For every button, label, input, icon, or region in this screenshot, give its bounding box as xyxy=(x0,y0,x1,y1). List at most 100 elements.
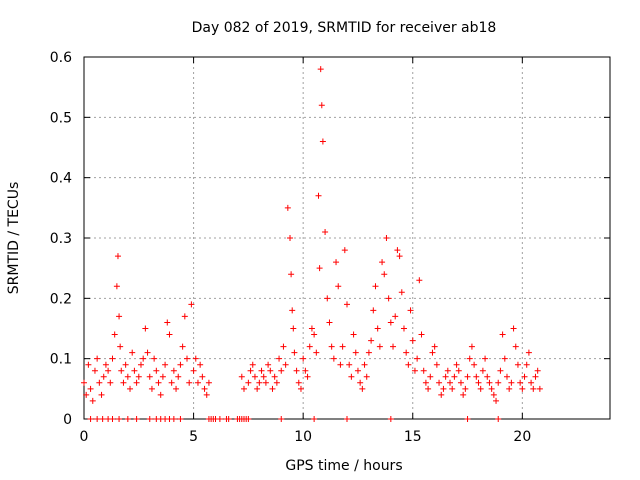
data-point xyxy=(146,373,153,380)
data-point xyxy=(486,379,493,386)
data-point xyxy=(449,385,456,392)
data-point xyxy=(344,416,350,422)
data-point xyxy=(313,349,320,356)
data-point xyxy=(203,391,210,398)
data-point xyxy=(361,361,368,368)
data-point xyxy=(335,283,342,290)
data-point xyxy=(262,379,269,386)
data-point xyxy=(99,416,106,422)
data-point xyxy=(284,204,291,211)
data-point xyxy=(317,66,324,73)
data-point xyxy=(164,319,171,326)
data-point xyxy=(484,373,491,380)
data-point xyxy=(308,325,315,332)
x-tick-label: 0 xyxy=(80,429,89,445)
data-point xyxy=(519,385,526,392)
data-point xyxy=(278,416,285,422)
data-point xyxy=(372,283,379,290)
data-point xyxy=(111,331,118,338)
data-point xyxy=(287,235,294,241)
data-point xyxy=(280,343,287,350)
data-point xyxy=(278,367,285,374)
data-point xyxy=(153,367,160,374)
data-point xyxy=(100,373,107,380)
data-point xyxy=(405,361,412,368)
data-point xyxy=(254,385,261,392)
data-point xyxy=(289,307,296,314)
data-point xyxy=(304,373,311,380)
data-point xyxy=(425,385,432,392)
data-point xyxy=(433,361,440,368)
data-point xyxy=(129,349,136,356)
data-point xyxy=(146,416,153,422)
data-point xyxy=(306,343,313,350)
data-point xyxy=(418,331,425,338)
data-point xyxy=(503,373,510,380)
data-point xyxy=(409,337,416,344)
data-point xyxy=(460,391,467,398)
data-point xyxy=(455,367,462,374)
data-point xyxy=(245,416,252,422)
data-point xyxy=(159,373,166,380)
y-tick-label: 0.1 xyxy=(50,352,72,368)
data-point xyxy=(170,367,177,374)
data-point xyxy=(96,379,103,386)
data-point xyxy=(385,295,392,302)
y-axis-label: SRMTID / TECUs xyxy=(6,182,22,295)
data-point xyxy=(124,373,131,380)
data-point xyxy=(368,337,375,344)
data-point xyxy=(157,391,164,398)
data-point xyxy=(442,373,449,380)
chart-title: Day 082 of 2019, SRMTID for receiver ab1… xyxy=(192,20,497,36)
data-point xyxy=(530,385,537,392)
data-point xyxy=(495,416,502,422)
data-point xyxy=(311,331,318,338)
data-point xyxy=(89,397,96,404)
data-point xyxy=(192,355,199,362)
data-point xyxy=(488,385,495,392)
data-point xyxy=(374,325,381,332)
data-point xyxy=(293,367,300,374)
data-point xyxy=(91,367,98,374)
data-point xyxy=(276,355,283,362)
data-point xyxy=(271,373,278,380)
data-point xyxy=(173,385,180,392)
data-point xyxy=(144,349,151,356)
data-point xyxy=(256,379,263,386)
data-point xyxy=(451,373,458,380)
data-point xyxy=(260,373,267,380)
data-point xyxy=(383,235,390,241)
data-point xyxy=(240,385,247,392)
data-point xyxy=(370,307,377,314)
data-point xyxy=(318,102,325,109)
x-axis: 0 5 10 15 20 xyxy=(80,57,531,445)
data-point xyxy=(464,416,471,422)
data-point xyxy=(133,416,140,422)
data-point xyxy=(326,319,333,326)
data-point xyxy=(188,301,195,308)
data-point xyxy=(186,379,193,386)
data-point xyxy=(506,385,513,392)
data-point xyxy=(269,385,276,392)
data-point xyxy=(528,379,535,386)
data-point xyxy=(124,416,131,422)
data-point xyxy=(311,416,318,422)
data-point xyxy=(291,349,298,356)
data-point xyxy=(416,277,423,284)
data-point xyxy=(322,228,329,235)
data-point xyxy=(131,367,138,374)
data-point xyxy=(324,295,331,302)
data-point xyxy=(427,373,434,380)
data-point xyxy=(177,416,184,422)
data-point xyxy=(194,379,201,386)
data-point xyxy=(464,373,471,380)
data-point xyxy=(290,325,297,332)
data-point xyxy=(523,361,530,368)
y-tick-label: 0.6 xyxy=(50,50,72,66)
data-point xyxy=(98,391,105,398)
data-point xyxy=(411,367,418,374)
x-tick-label: 10 xyxy=(294,429,312,445)
data-point xyxy=(170,416,177,422)
data-points xyxy=(81,66,543,422)
data-point xyxy=(94,416,101,422)
